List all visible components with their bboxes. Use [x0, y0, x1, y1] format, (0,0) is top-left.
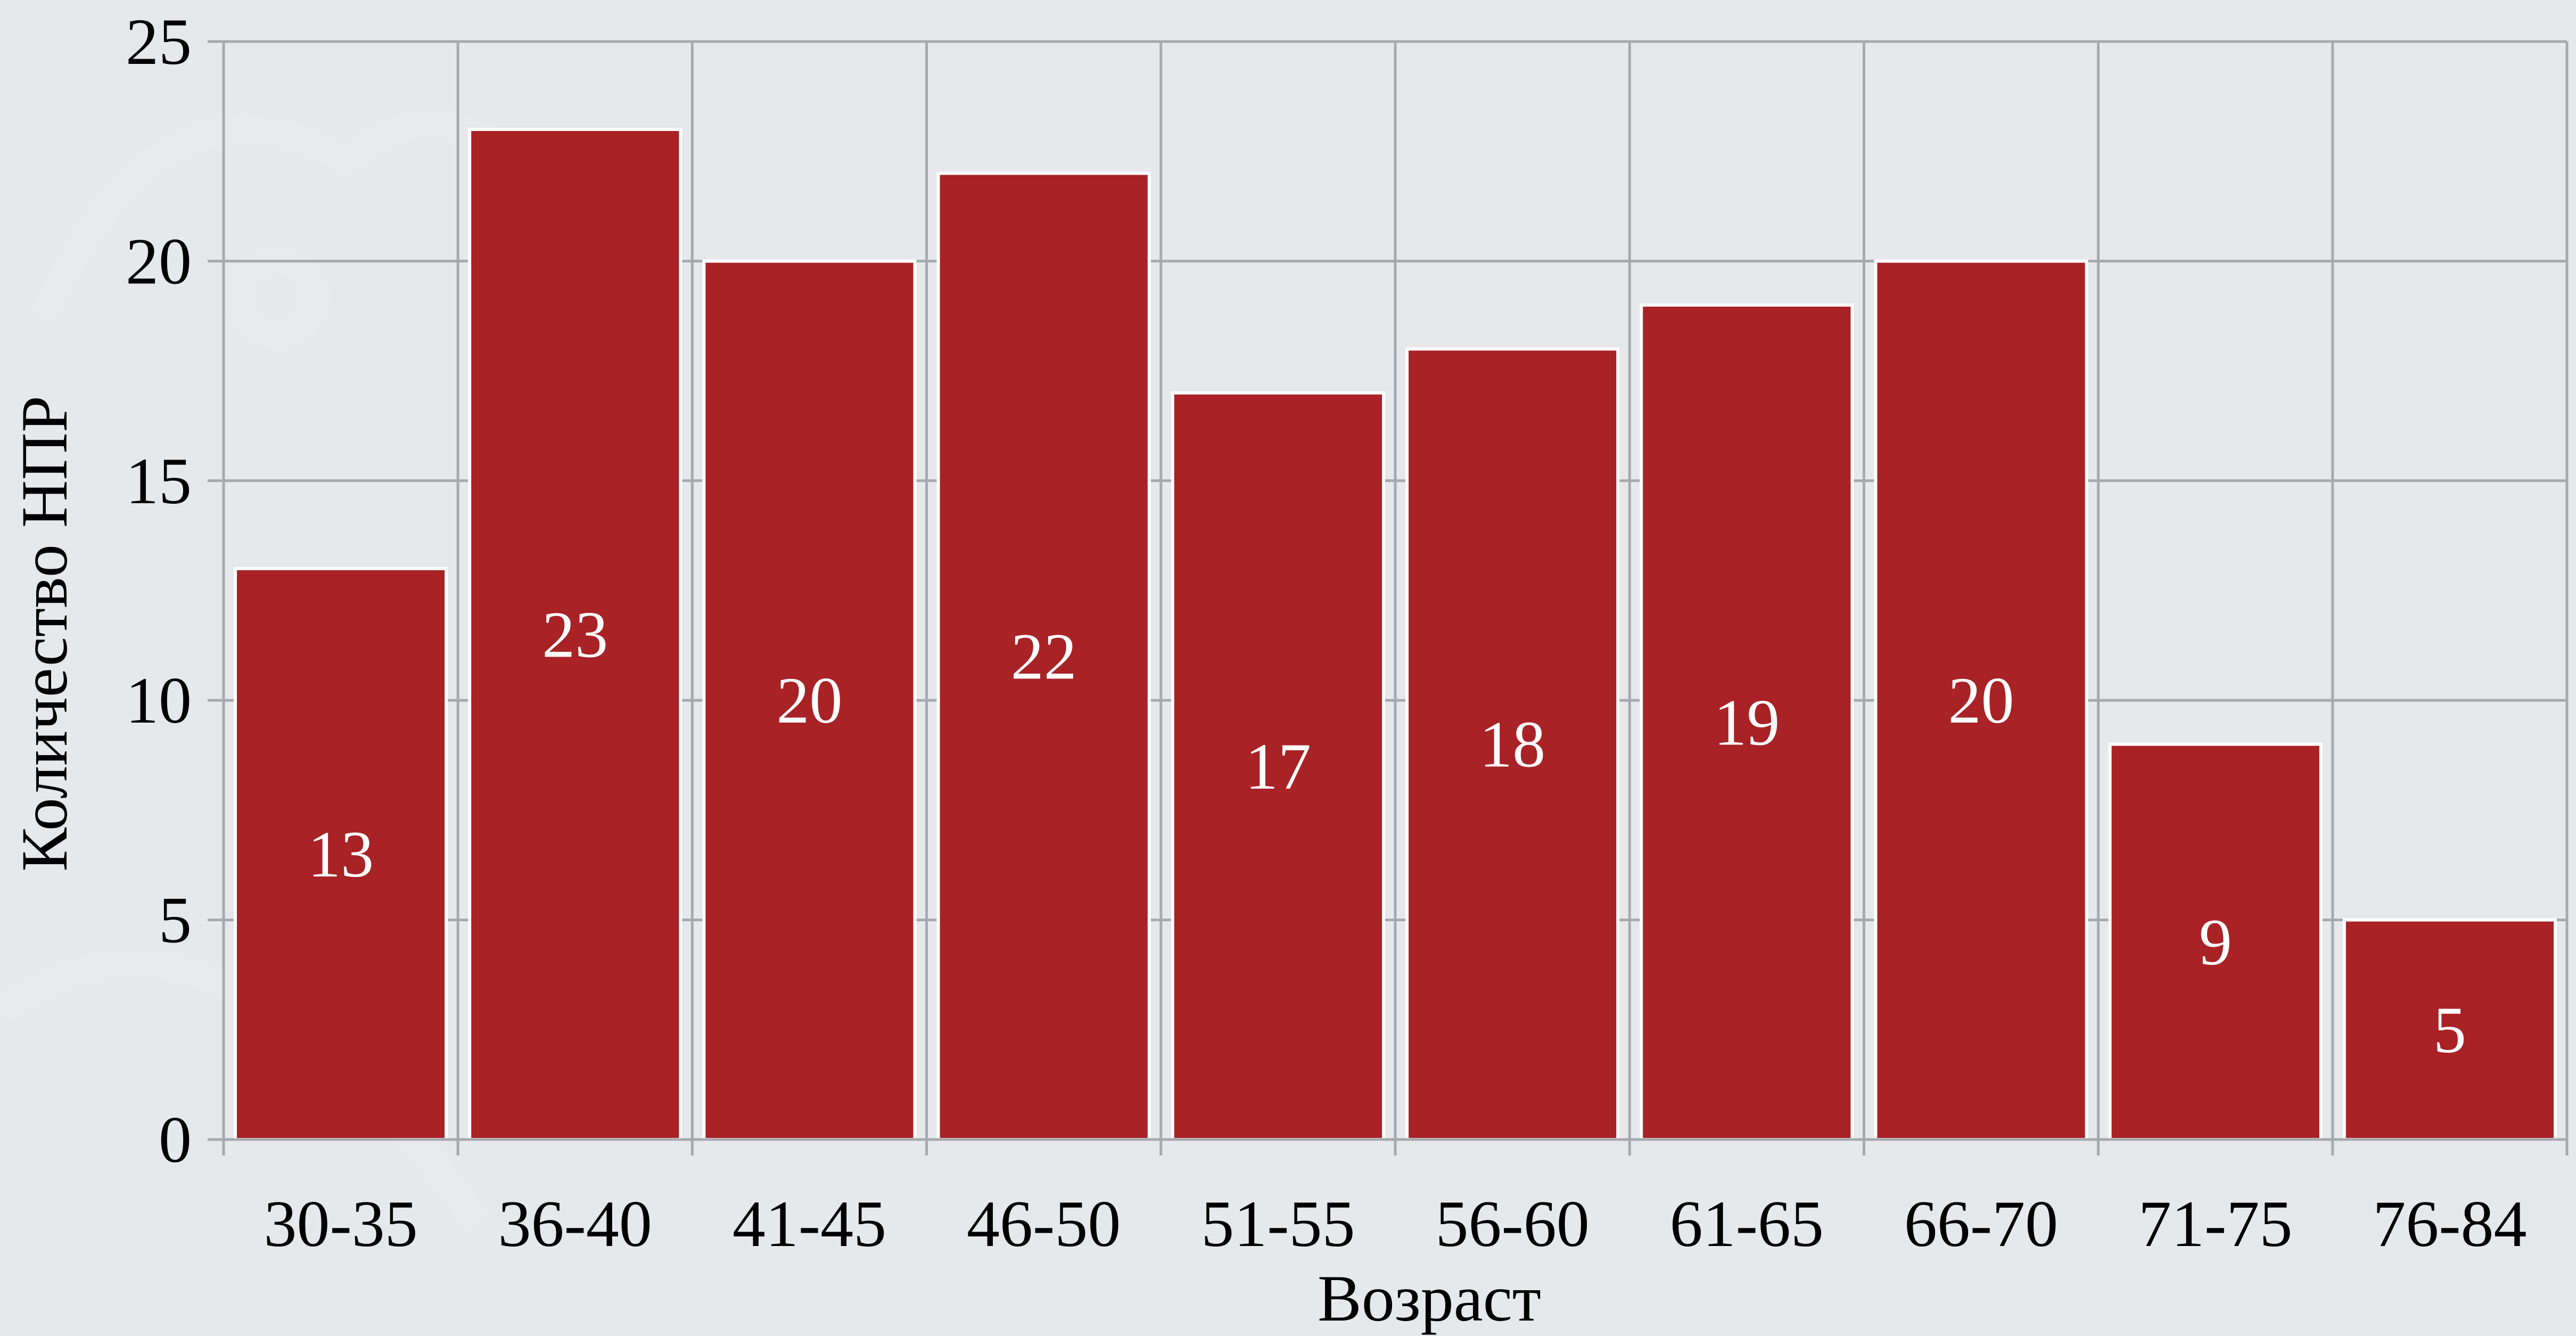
data-label: 9 [2199, 906, 2232, 979]
bar-36-40 [468, 127, 682, 1142]
bar-66-70 [1874, 259, 2088, 1141]
x-tick-label: 76-84 [2373, 1187, 2526, 1260]
data-label: 19 [1714, 686, 1780, 759]
y-tick-label: 5 [159, 884, 192, 957]
data-label: 20 [777, 664, 843, 737]
data-label: 23 [542, 598, 608, 671]
bar-56-60 [1405, 347, 1620, 1141]
labels: 0 5 10 15 20 25 13 30-35 23 36-40 20 41-45 22 46-50 17… [126, 5, 2527, 1260]
y-tick-label: 20 [126, 225, 192, 298]
x-tick-label: 66-70 [1904, 1187, 2058, 1260]
data-label: 22 [1011, 620, 1077, 693]
bar-41-45 [702, 259, 917, 1141]
y-tick-label: 10 [126, 664, 192, 737]
bar-76-84 [2342, 918, 2557, 1141]
y-tick-label: 0 [159, 1103, 192, 1176]
bars [234, 127, 2557, 1142]
x-tick-label: 56-60 [1435, 1187, 1589, 1260]
y-axis-title: Количество НПР [8, 396, 81, 872]
bar-30-35 [234, 567, 448, 1141]
x-tick-label: 30-35 [264, 1187, 417, 1260]
axes [208, 40, 2569, 1155]
x-tick-label: 41-45 [733, 1187, 886, 1260]
y-tick-label: 25 [126, 5, 192, 78]
x-tick-label: 71-75 [2138, 1187, 2292, 1260]
data-label: 5 [2433, 994, 2466, 1067]
bar-51-55 [1171, 391, 1386, 1142]
x-tick-label: 61-65 [1670, 1187, 1824, 1260]
x-axis-title: Возраст [1318, 1262, 1541, 1335]
bar-71-75 [2108, 742, 2323, 1142]
x-tick-label: 51-55 [1201, 1187, 1355, 1260]
data-label: 17 [1245, 730, 1311, 803]
y-tick-label: 15 [126, 445, 192, 518]
x-tick-label: 36-40 [498, 1187, 652, 1260]
data-label: 20 [1948, 664, 2014, 737]
data-label: 13 [308, 818, 374, 891]
data-label: 18 [1479, 708, 1545, 781]
x-tick-label: 46-50 [967, 1187, 1121, 1260]
bar-61-65 [1640, 303, 1854, 1141]
